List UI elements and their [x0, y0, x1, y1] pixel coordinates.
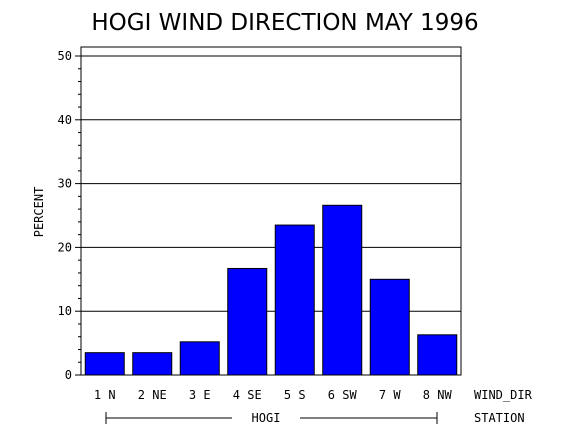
- bar: [417, 334, 458, 376]
- bar: [369, 278, 410, 376]
- x-tick-labels: 1 N 2 NE 3 E 4 SE 5 S 6 SW 7 W 8 NW: [94, 388, 453, 402]
- y-tick-label: 10: [58, 304, 72, 318]
- bars: [84, 204, 458, 376]
- x-tick-label: 7 W: [379, 388, 401, 402]
- y-minor-ticks: [75, 55, 81, 376]
- y-tick-label: 50: [58, 49, 72, 63]
- chart-title: HOGI WIND DIRECTION MAY 1996: [91, 10, 478, 36]
- x-tick-label: 1 N: [94, 388, 116, 402]
- y-tick-label: 30: [58, 177, 72, 191]
- x-tick-label: 8 NW: [423, 388, 453, 402]
- x-tick-label: 5 S: [284, 388, 306, 402]
- bar: [84, 352, 125, 376]
- bar: [227, 267, 268, 376]
- group-axis-label: STATION: [474, 411, 525, 425]
- bar: [274, 224, 315, 376]
- group-label: HOGI: [252, 411, 281, 425]
- y-axis-label: PERCENT: [32, 187, 46, 238]
- y-tick-label: 40: [58, 113, 72, 127]
- plot-frame: [80, 46, 462, 376]
- group-bracket: [105, 412, 438, 424]
- y-tick-labels: 0 10 20 30 40 50: [58, 49, 72, 382]
- y-tick-label: 20: [58, 240, 72, 254]
- y-tick-label: 0: [65, 368, 72, 382]
- x-tick-label: 6 SW: [328, 388, 358, 402]
- bar: [132, 352, 173, 376]
- bar: [179, 341, 220, 376]
- x-tick-label: 3 E: [189, 388, 211, 402]
- x-tick-label: 2 NE: [138, 388, 167, 402]
- grid-lines: [81, 55, 461, 312]
- x-tick-label: 4 SE: [233, 388, 262, 402]
- bar: [322, 204, 363, 376]
- x-axis-label: WIND_DIR: [474, 388, 533, 402]
